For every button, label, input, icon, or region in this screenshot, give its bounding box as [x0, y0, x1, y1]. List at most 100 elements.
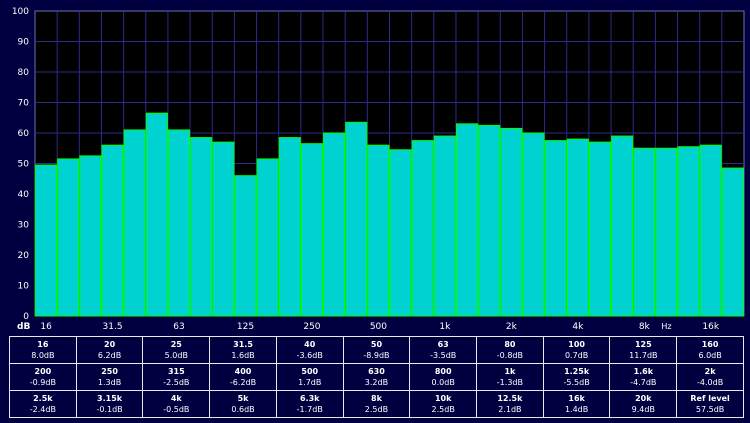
band-level: -0.8dB — [496, 351, 523, 360]
bar — [167, 129, 191, 317]
x-tick-label: 8k — [639, 322, 651, 332]
band-level-table: 16 8.0dB 20 6.2dB 25 5.0dB 31.5 1.6dB 40 -3.6dB 50… — [9, 336, 744, 418]
band-cell: 6.3k -1.7dB — [275, 390, 344, 418]
y-tick-label: 50 — [18, 160, 30, 170]
band-frequency: 31.5 — [233, 340, 253, 349]
bar — [79, 155, 102, 317]
band-cell: 31.5 1.6dB — [209, 336, 277, 364]
band-level: -2.4dB — [29, 405, 56, 414]
band-frequency: 10k — [434, 394, 452, 403]
band-cell: 20 6.2dB — [75, 336, 144, 364]
band-frequency: 1.25k — [564, 367, 590, 376]
band-frequency: 125 — [634, 340, 652, 349]
band-level: -3.5dB — [430, 351, 457, 360]
bar — [721, 167, 744, 317]
bar — [145, 112, 168, 317]
spectrum-chart: 0 10 20 30 40 50 60 70 80 90 100 dB 16 31.5 63 125 250 50… — [12, 7, 745, 332]
x-tick-label: 31.5 — [103, 322, 123, 332]
band-level: 2.5dB — [364, 405, 389, 414]
bar — [123, 129, 146, 317]
band-level: -1.7dB — [296, 405, 323, 414]
band-level: 0.6dB — [231, 405, 255, 414]
y-tick-label: 80 — [18, 68, 30, 78]
band-cell: 160 6.0dB — [676, 336, 744, 364]
table-row: 200 -0.9dB 250 1.3dB 315 -2.5dB 400 -6.2dB 500 1.… — [9, 363, 744, 391]
x-tick-label: 2k — [506, 322, 518, 332]
x-tick-label: 250 — [303, 322, 320, 332]
band-frequency: 6.3k — [299, 394, 320, 403]
band-frequency: 3.15k — [97, 394, 123, 403]
band-cell: 400 -6.2dB — [209, 363, 277, 391]
band-frequency: 2k — [704, 367, 716, 376]
band-level: 57.5dB — [695, 405, 725, 414]
band-cell: 20k 9.4dB — [609, 390, 678, 418]
bar — [190, 137, 213, 317]
x-tick-label: 63 — [173, 322, 184, 332]
bar — [677, 146, 700, 317]
bar — [367, 144, 390, 317]
x-axis-unit-hz: Hz — [661, 322, 671, 331]
band-level: 1.4dB — [564, 405, 589, 414]
band-cell: 2k -4.0dB — [676, 363, 744, 391]
band-level: 8.0dB — [31, 351, 55, 360]
band-frequency: 315 — [167, 367, 185, 376]
band-frequency: 25 — [170, 340, 182, 349]
x-tick-label: 16 — [40, 322, 52, 332]
band-cell: 12.5k 2.1dB — [476, 390, 544, 418]
band-cell: 1.6k -4.7dB — [609, 363, 678, 391]
bar — [633, 147, 656, 317]
bar — [544, 140, 567, 317]
band-frequency: 500 — [301, 367, 319, 376]
band-level: 2.5dB — [431, 405, 455, 414]
y-tick-label: 40 — [18, 190, 30, 200]
bar — [300, 143, 324, 317]
bar — [256, 158, 279, 317]
band-frequency: 63 — [437, 340, 449, 349]
band-cell: 2.5k -2.4dB — [9, 390, 77, 418]
band-frequency: 16 — [37, 340, 49, 349]
band-level: 9.4dB — [631, 405, 655, 414]
band-level: 6.2dB — [97, 351, 122, 360]
table-row: 2.5k -2.4dB 3.15k -0.1dB 4k -0.5dB 5k 0.6dB 6.3k… — [9, 390, 744, 418]
y-tick-label: 60 — [18, 129, 30, 139]
band-level: -0.9dB — [29, 378, 56, 387]
bar — [478, 124, 501, 317]
band-level: -1.3dB — [496, 378, 523, 387]
band-frequency: 1.6k — [633, 367, 654, 376]
band-cell: 200 -0.9dB — [9, 363, 77, 391]
band-cell: 25 5.0dB — [142, 336, 211, 364]
bar — [35, 164, 58, 317]
band-cell: 50 -8.9dB — [342, 336, 411, 364]
band-cell: 3.15k -0.1dB — [75, 390, 144, 418]
band-level: -3.6dB — [296, 351, 323, 360]
band-frequency: 160 — [701, 340, 719, 349]
band-level: -5.5dB — [563, 378, 590, 387]
band-level: -6.2dB — [229, 378, 257, 387]
bar — [455, 123, 479, 317]
band-cell: 5k 0.6dB — [209, 390, 277, 418]
band-frequency: 16k — [568, 394, 585, 403]
y-tick-label: 20 — [18, 251, 30, 261]
band-level: 0.0dB — [431, 378, 455, 387]
band-cell: 80 -0.8dB — [476, 336, 544, 364]
y-tick-label: 30 — [18, 221, 30, 231]
band-cell: 16 8.0dB — [9, 336, 77, 364]
band-level: 3.2dB — [364, 378, 389, 387]
band-frequency: 2.5k — [33, 394, 53, 403]
band-level: 1.6dB — [231, 351, 255, 360]
band-frequency: 12.5k — [497, 394, 523, 403]
bar — [699, 144, 722, 317]
band-cell: 1.25k -5.5dB — [542, 363, 611, 391]
band-level: 6.0dB — [698, 351, 722, 360]
band-cell: 800 0.0dB — [409, 363, 478, 391]
band-cell: Ref level 57.5dB — [676, 390, 744, 418]
band-frequency: 4k — [170, 394, 182, 403]
band-cell: 630 3.2dB — [342, 363, 411, 391]
bar — [611, 135, 634, 317]
bar — [522, 132, 545, 317]
x-tick-label: 500 — [370, 322, 387, 332]
band-level: -2.5dB — [163, 378, 190, 387]
band-level: 5.0dB — [164, 351, 188, 360]
y-tick-label: 10 — [18, 282, 30, 292]
